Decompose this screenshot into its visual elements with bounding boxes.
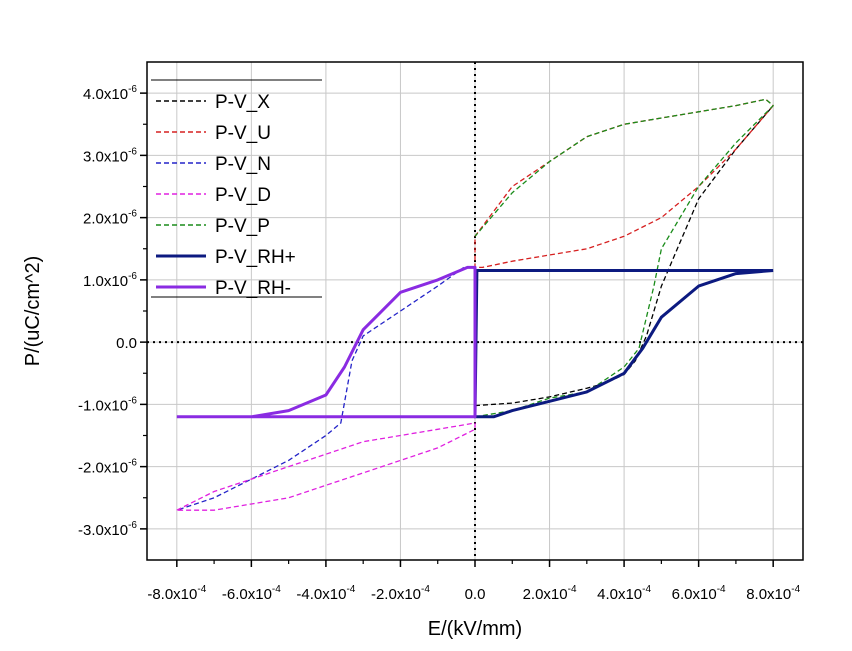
y-tick-label: 1.0x10-6 [83,271,137,290]
y-tick-label: -2.0x10-6 [78,458,137,477]
legend-label: P-V_RH- [215,278,291,299]
x-tick-label: 6.0x10-4 [672,584,726,603]
y-axis-title: P/(uC/cm^2) [22,256,44,367]
series-p-v-rh- [473,269,774,419]
series-group [176,98,774,511]
y-tick-label: 2.0x10-6 [83,209,137,228]
series-p-v-rh- [176,265,477,419]
legend-label: P-V_P [215,216,270,237]
x-tick-label: 2.0x10-4 [523,584,577,603]
y-tick-label: -1.0x10-6 [78,395,137,414]
series-p-v-n [176,266,465,511]
x-tick-label: -6.0x10-4 [222,584,281,603]
x-tick-labels: -8.0x10-4 -6.0x10-4 -4.0x10-4 -2.0x10-4 0.0 2… [147,584,800,603]
x-tick-label: -8.0x10-4 [147,584,206,603]
legend: P-V_X P-V_U P-V_N P-V_D P-V_P P-V_RH+ P-V_RH- [151,79,322,299]
y-tick-label: 4.0x10-6 [83,84,137,103]
y-tick-label: 0.0 [116,335,137,352]
x-tick-label: -4.0x10-4 [296,584,355,603]
x-axis-title: E/(kV/mm) [428,618,522,640]
y-tick-labels: 4.0x10-6 3.0x10-6 2.0x10-6 1.0x10-6 0.0 -1.0x… [78,84,137,539]
x-tick-label: 4.0x10-4 [597,584,651,603]
series-p-v-d [176,422,476,511]
legend-label: P-V_D [215,185,271,206]
x-tick-label: 0.0 [465,586,486,603]
legend-label: P-V_RH+ [215,247,296,268]
y-tick-label: 3.0x10-6 [83,146,137,165]
y-tick-label: -3.0x10-6 [78,520,137,539]
x-tick-label: 8.0x10-4 [746,584,800,603]
legend-label: P-V_U [215,123,271,144]
legend-label: P-V_N [215,154,271,175]
zero-reference-lines [147,62,803,560]
legend-label: P-V_X [215,92,270,113]
x-tick-label: -2.0x10-4 [371,584,430,603]
axis-ticks [140,92,774,567]
